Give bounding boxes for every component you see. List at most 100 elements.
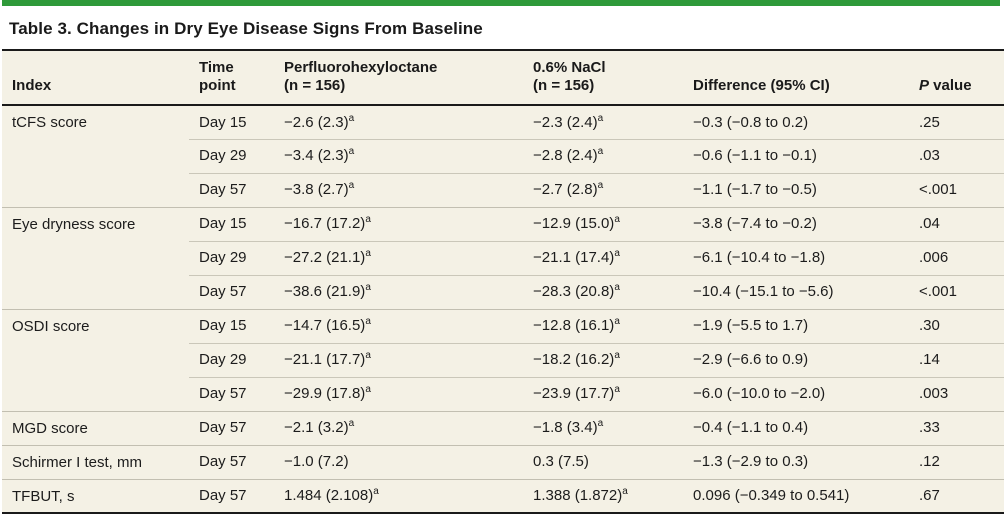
table-row: Eye dryness score Day 15 −16.7 (17.2)a −… bbox=[2, 206, 1004, 309]
footnote-marker: a bbox=[614, 316, 620, 328]
drug-value-cell: −2.6 (2.3)a bbox=[274, 105, 523, 139]
data-table: Index Time point Perfluorohexyloctane (n… bbox=[2, 51, 1004, 514]
accent-bar bbox=[2, 0, 1000, 6]
value: −18.2 (16.2) bbox=[533, 351, 615, 369]
p-value-cell: .12 bbox=[909, 444, 1004, 479]
header-p-value: P value bbox=[909, 51, 1004, 106]
time-point-cell: Day 29 bbox=[189, 342, 274, 377]
time-point-cell: Day 57 bbox=[189, 274, 274, 309]
footnote-marker: a bbox=[373, 486, 379, 498]
time-point-cell: Day 57 bbox=[189, 376, 274, 411]
value: −3.8 (2.7) bbox=[284, 181, 349, 199]
time-point-cell: Day 57 bbox=[189, 410, 274, 445]
drug-value-cell: −2.1 (3.2)a bbox=[274, 410, 523, 445]
footnote-marker: a bbox=[614, 350, 620, 362]
value: −2.3 (2.4) bbox=[533, 113, 598, 131]
footnote-marker: a bbox=[614, 282, 620, 294]
value: −21.1 (17.4) bbox=[533, 249, 615, 267]
value: −12.8 (16.1) bbox=[533, 317, 615, 335]
header-drug-line1: Perfluorohexyloctane bbox=[284, 58, 438, 76]
value: −14.7 (16.5) bbox=[284, 317, 366, 335]
nacl-value-cell: −18.2 (16.2)a bbox=[523, 342, 683, 377]
index-cell: tCFS score bbox=[12, 114, 88, 131]
difference-cell: −1.1 (−1.7 to −0.5) bbox=[683, 172, 909, 207]
table-row: Day 29 −21.1 (17.7)a −18.2 (16.2)a −2.9 … bbox=[2, 342, 1004, 377]
nacl-value-cell: −12.8 (16.1)a bbox=[523, 308, 683, 343]
footnote-marker: a bbox=[365, 282, 371, 294]
p-italic: P bbox=[919, 77, 930, 95]
table-row: OSDI score Day 15 −14.7 (16.5)a −12.8 (1… bbox=[2, 308, 1004, 411]
header-difference: Difference (95% CI) bbox=[683, 51, 909, 106]
value: −1.8 (3.4) bbox=[533, 419, 598, 437]
drug-value-cell: −16.7 (17.2)a bbox=[274, 206, 523, 241]
p-value-cell: .25 bbox=[919, 113, 940, 131]
value: −2.7 (2.8) bbox=[533, 181, 598, 199]
table-row: MGD score Day 57 −2.1 (3.2)a −1.8 (3.4)a… bbox=[2, 410, 1004, 445]
table-row: TFBUT, s Day 57 1.484 (2.108)a 1.388 (1.… bbox=[2, 478, 1004, 514]
value: −29.9 (17.8) bbox=[284, 385, 366, 403]
footnote-marker: a bbox=[597, 180, 604, 192]
nacl-value-cell: −23.9 (17.7)a bbox=[523, 376, 683, 411]
p-value-cell: .006 bbox=[909, 240, 1004, 275]
time-point-cell: Day 57 bbox=[189, 444, 274, 479]
footnote-marker: a bbox=[348, 180, 355, 192]
drug-value-cell: −14.7 (16.5)a bbox=[274, 308, 523, 343]
nacl-value-cell: −21.1 (17.4)a bbox=[523, 240, 683, 275]
footnote-marker: a bbox=[348, 418, 355, 430]
time-point-cell: Day 57 bbox=[189, 478, 274, 514]
difference-cell: −1.3 (−2.9 to 0.3) bbox=[683, 444, 909, 479]
difference-cell: −10.4 (−15.1 to −5.6) bbox=[683, 274, 909, 309]
nacl-value-cell: 0.3 (7.5) bbox=[523, 444, 683, 479]
index-cell: OSDI score bbox=[2, 308, 189, 411]
footnote-marker: a bbox=[348, 112, 355, 124]
p-value-cell: .33 bbox=[909, 410, 1004, 445]
time-point-cell: Day 29 bbox=[189, 138, 274, 173]
value: −28.3 (20.8) bbox=[533, 283, 615, 301]
drug-value-cell: −3.4 (2.3)a bbox=[274, 138, 523, 173]
difference-cell: −0.6 (−1.1 to −0.1) bbox=[683, 138, 909, 173]
p-value-cell: .003 bbox=[909, 376, 1004, 411]
p-value-cell: .30 bbox=[909, 308, 1004, 343]
header-nacl-line2: (n = 156) bbox=[533, 77, 595, 95]
difference-cell: −0.3 (−0.8 to 0.2) bbox=[693, 113, 809, 131]
difference-cell: −6.1 (−10.4 to −1.8) bbox=[683, 240, 909, 275]
footnote-marker: a bbox=[597, 146, 604, 158]
difference-cell: −2.9 (−6.6 to 0.9) bbox=[683, 342, 909, 377]
value: −3.4 (2.3) bbox=[284, 147, 349, 165]
nacl-value-cell: −1.8 (3.4)a bbox=[523, 410, 683, 445]
table-title: Table 3. Changes in Dry Eye Disease Sign… bbox=[2, 6, 1004, 51]
p-value-cell: <.001 bbox=[909, 274, 1004, 309]
value: −2.1 (3.2) bbox=[284, 419, 349, 437]
footnote-marker: a bbox=[597, 112, 604, 124]
header-time-line1: Time bbox=[199, 58, 234, 76]
nacl-value-cell: −28.3 (20.8)a bbox=[523, 274, 683, 309]
difference-cell: −0.4 (−1.1 to 0.4) bbox=[683, 410, 909, 445]
footnote-marker: a bbox=[365, 214, 371, 226]
p-value-cell: .14 bbox=[909, 342, 1004, 377]
drug-value-cell: −1.0 (7.2) bbox=[274, 444, 523, 479]
table-row: tCFS score Day 15 −2.6 (2.3)a −2.3 (2.4)… bbox=[2, 105, 1004, 139]
time-point-cell: Day 15 bbox=[199, 113, 247, 131]
drug-value-cell: −27.2 (21.1)a bbox=[274, 240, 523, 275]
nacl-value-cell: −2.3 (2.4)a bbox=[523, 105, 683, 139]
value: 0.3 (7.5) bbox=[533, 453, 589, 471]
footnote-marker: a bbox=[614, 248, 620, 260]
index-cell: MGD score bbox=[2, 410, 189, 445]
time-point-cell: Day 15 bbox=[189, 308, 274, 343]
table-row: Day 57 −3.8 (2.7)a −2.7 (2.8)a −1.1 (−1.… bbox=[2, 172, 1004, 207]
time-point-cell: Day 29 bbox=[189, 240, 274, 275]
value: −23.9 (17.7) bbox=[533, 385, 615, 403]
value: −16.7 (17.2) bbox=[284, 215, 366, 233]
value: −12.9 (15.0) bbox=[533, 215, 615, 233]
header-nacl-line1: 0.6% NaCl bbox=[533, 58, 606, 76]
index-cell: TFBUT, s bbox=[2, 478, 189, 514]
header-drug-line2: (n = 156) bbox=[284, 77, 346, 95]
table-row: Day 57 −29.9 (17.8)a −23.9 (17.7)a −6.0 … bbox=[2, 376, 1004, 411]
header-time-line2: point bbox=[199, 77, 236, 95]
footnote-marker: a bbox=[365, 248, 371, 260]
table-row: Day 57 −38.6 (21.9)a −28.3 (20.8)a −10.4… bbox=[2, 274, 1004, 309]
header-index: Index bbox=[2, 51, 189, 106]
p-rest: value bbox=[929, 77, 972, 95]
table-figure: Table 3. Changes in Dry Eye Disease Sign… bbox=[2, 0, 1004, 514]
time-point-cell: Day 15 bbox=[189, 206, 274, 241]
